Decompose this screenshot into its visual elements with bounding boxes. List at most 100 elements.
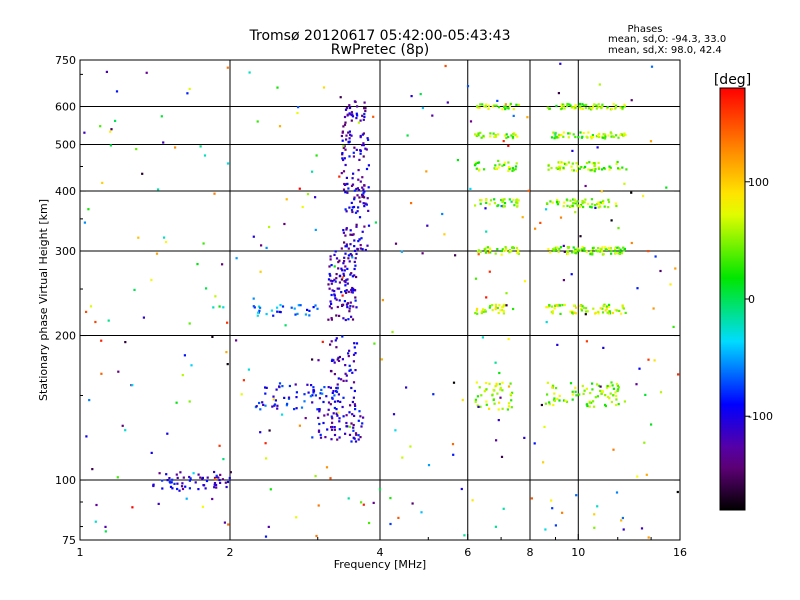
data-point bbox=[345, 303, 349, 306]
data-point bbox=[351, 177, 354, 180]
data-point bbox=[358, 238, 361, 241]
data-point bbox=[562, 205, 565, 208]
data-point bbox=[364, 109, 367, 113]
data-point bbox=[521, 216, 524, 219]
data-point bbox=[585, 135, 588, 138]
data-point bbox=[363, 205, 366, 208]
data-point bbox=[602, 199, 605, 202]
data-point bbox=[603, 304, 607, 307]
data-point bbox=[551, 201, 554, 204]
data-point bbox=[227, 523, 230, 526]
data-point bbox=[597, 247, 600, 250]
data-point bbox=[584, 165, 587, 168]
data-point bbox=[496, 99, 499, 102]
data-point bbox=[284, 324, 287, 327]
data-point bbox=[554, 524, 557, 527]
data-point bbox=[104, 525, 107, 528]
data-point bbox=[285, 198, 288, 201]
data-point bbox=[558, 247, 561, 250]
data-point bbox=[317, 429, 321, 432]
data-point bbox=[306, 383, 309, 386]
data-point bbox=[363, 225, 366, 228]
data-point bbox=[509, 382, 512, 385]
data-point bbox=[571, 390, 574, 393]
data-point bbox=[324, 436, 327, 439]
data-point bbox=[343, 123, 347, 126]
data-point bbox=[614, 249, 617, 252]
data-point bbox=[221, 478, 224, 481]
data-point bbox=[484, 309, 487, 312]
data-point bbox=[350, 288, 353, 291]
data-point bbox=[361, 186, 364, 189]
data-point bbox=[330, 415, 333, 418]
y-tick-label: 300 bbox=[55, 245, 76, 258]
data-point bbox=[621, 106, 624, 109]
data-point bbox=[347, 254, 350, 257]
data-point bbox=[476, 307, 479, 310]
data-point bbox=[460, 487, 463, 491]
data-point bbox=[602, 346, 605, 349]
data-point bbox=[203, 154, 207, 157]
data-point bbox=[356, 210, 359, 213]
data-point bbox=[347, 131, 350, 134]
data-point bbox=[318, 410, 321, 413]
data-point bbox=[109, 144, 112, 147]
data-point bbox=[512, 307, 515, 311]
data-point bbox=[215, 486, 218, 489]
data-point bbox=[480, 394, 483, 397]
data-point bbox=[573, 311, 576, 314]
data-point bbox=[330, 438, 333, 441]
data-point bbox=[571, 251, 574, 254]
data-point bbox=[394, 429, 397, 432]
data-point bbox=[510, 134, 513, 137]
data-point bbox=[135, 148, 138, 151]
data-point bbox=[346, 282, 349, 285]
data-point bbox=[550, 499, 553, 502]
data-point bbox=[353, 260, 356, 263]
data-point bbox=[421, 106, 424, 110]
data-point bbox=[593, 405, 596, 408]
data-point bbox=[574, 312, 577, 315]
data-point bbox=[591, 253, 594, 256]
data-point bbox=[598, 203, 601, 206]
data-point bbox=[165, 240, 168, 244]
data-point bbox=[507, 169, 510, 172]
data-point bbox=[317, 430, 321, 433]
data-point bbox=[581, 199, 584, 203]
data-point bbox=[508, 104, 511, 107]
data-point bbox=[189, 477, 192, 480]
data-point bbox=[583, 389, 586, 392]
data-point bbox=[574, 306, 578, 309]
data-point bbox=[217, 476, 220, 479]
data-point bbox=[350, 119, 353, 122]
data-point bbox=[593, 170, 596, 173]
data-point bbox=[345, 107, 348, 110]
data-point bbox=[545, 321, 548, 324]
data-point bbox=[339, 96, 342, 99]
data-point bbox=[579, 131, 582, 134]
data-point bbox=[336, 287, 339, 290]
data-point bbox=[601, 250, 604, 253]
data-point bbox=[349, 253, 352, 256]
data-point bbox=[672, 325, 675, 328]
data-point bbox=[392, 413, 396, 416]
data-point bbox=[622, 249, 625, 252]
data-point bbox=[503, 105, 506, 108]
y-tick-label: 100 bbox=[55, 474, 76, 487]
data-point bbox=[258, 401, 261, 405]
data-point bbox=[410, 202, 413, 205]
data-point bbox=[505, 247, 508, 250]
data-point bbox=[340, 278, 343, 281]
data-point bbox=[356, 114, 359, 117]
data-point bbox=[594, 396, 597, 399]
data-point bbox=[168, 477, 171, 480]
data-point bbox=[94, 320, 97, 324]
data-point bbox=[615, 491, 619, 494]
data-point bbox=[578, 167, 581, 170]
data-point bbox=[614, 202, 617, 205]
data-point bbox=[303, 393, 306, 396]
data-point bbox=[620, 106, 623, 109]
data-point bbox=[341, 303, 344, 307]
data-point bbox=[362, 192, 365, 195]
data-point bbox=[343, 241, 346, 244]
